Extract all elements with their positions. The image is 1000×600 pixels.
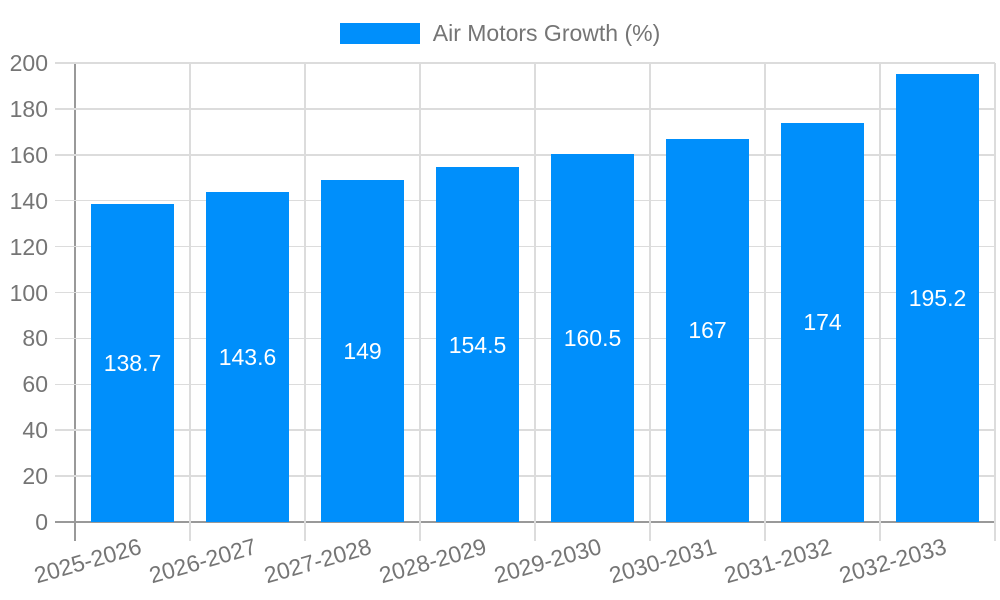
y-tick-label: 0 — [35, 509, 48, 535]
y-gridline — [55, 291, 995, 294]
y-gridline — [55, 337, 995, 340]
x-tick-label: 2032-2033 — [835, 533, 949, 589]
y-gridline — [55, 199, 995, 202]
x-tick-label: 2026-2027 — [145, 533, 259, 589]
y-tick-label: 140 — [9, 187, 48, 214]
x-tick-label: 2030-2031 — [605, 533, 719, 589]
x-gridline — [304, 63, 306, 541]
y-tick-label: 60 — [22, 371, 48, 398]
y-gridline — [55, 108, 995, 110]
x-tick-label: 2031-2032 — [720, 533, 834, 589]
bar[interactable] — [321, 180, 404, 522]
bar[interactable] — [781, 122, 864, 522]
bar[interactable] — [896, 74, 979, 522]
y-tick-label: 40 — [22, 417, 48, 444]
bar-value-label: 143.6 — [218, 344, 277, 371]
bar[interactable] — [206, 192, 289, 522]
x-tick-label: 2028-2029 — [375, 533, 489, 589]
y-gridline — [55, 62, 995, 64]
bar-value-label: 195.2 — [908, 285, 967, 311]
bar-value-label: 154.5 — [448, 331, 507, 358]
y-gridline — [55, 245, 995, 248]
bar-value-label: 149 — [343, 338, 382, 365]
x-axis-line — [55, 521, 995, 523]
y-tick-label: 100 — [9, 279, 48, 306]
x-tick-label: 2027-2028 — [260, 533, 374, 589]
y-tick-label: 180 — [9, 95, 48, 122]
legend-item[interactable]: Air Motors Growth (%) — [0, 21, 1000, 45]
y-gridline — [55, 429, 995, 431]
bar-value-label: 174 — [803, 309, 842, 336]
bar[interactable] — [91, 203, 174, 522]
x-gridline — [879, 63, 881, 541]
y-tick-label: 20 — [22, 463, 48, 490]
y-gridline — [55, 154, 995, 156]
x-gridline — [994, 63, 996, 541]
bar-value-label: 167 — [688, 317, 727, 344]
y-gridline — [55, 383, 995, 386]
y-gridline — [55, 475, 995, 477]
bar[interactable] — [666, 138, 749, 522]
legend-label: Air Motors Growth (%) — [432, 20, 661, 46]
x-gridline — [764, 63, 766, 541]
x-tick-label: 2029-2030 — [490, 533, 604, 589]
legend-swatch — [339, 22, 420, 44]
bar-value-label: 138.7 — [103, 349, 162, 376]
x-gridline — [189, 63, 191, 541]
y-tick-label: 200 — [9, 50, 48, 76]
x-gridline — [534, 63, 536, 541]
x-gridline — [419, 63, 421, 541]
bar[interactable] — [436, 167, 519, 522]
y-tick-label: 120 — [9, 233, 48, 260]
bar-value-label: 160.5 — [563, 324, 622, 351]
x-gridline — [649, 63, 651, 541]
x-tick-label: 2025-2026 — [30, 533, 144, 589]
y-axis-line — [74, 63, 76, 541]
y-tick-label: 160 — [9, 141, 48, 168]
y-tick-label: 80 — [22, 325, 48, 352]
bar[interactable] — [551, 153, 634, 522]
